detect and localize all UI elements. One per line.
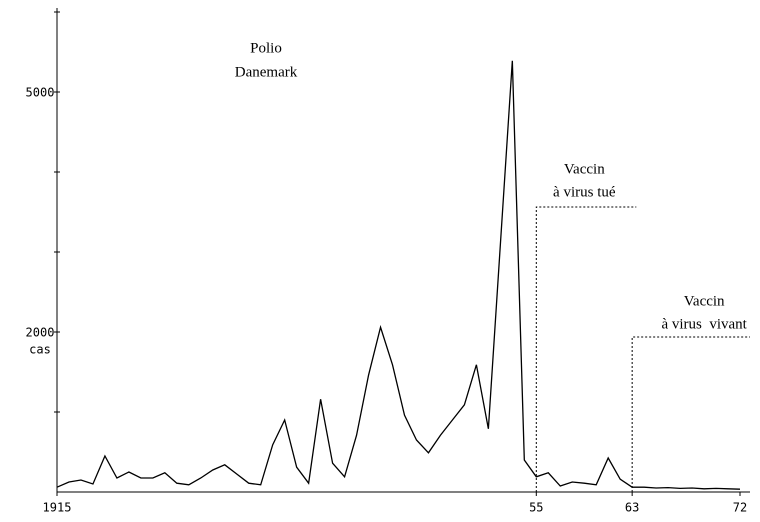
annotation: à virus vivant (661, 316, 747, 332)
data-line (56, 60, 741, 490)
chart-title: Polio (250, 40, 282, 56)
y-tick-label: 5000 (26, 86, 55, 100)
x-tick-label: 1915 (43, 501, 72, 515)
vaccine-marker (631, 336, 750, 492)
annotation: Vaccin (684, 293, 725, 309)
annotation: Vaccin (564, 161, 605, 177)
y-axis-label: cas (29, 343, 51, 357)
y-tick-label: 2000 (26, 326, 55, 340)
vaccine-marker (535, 206, 637, 492)
chart-title: Danemark (235, 64, 298, 80)
x-tick-label: 55 (529, 501, 543, 515)
annotation: à virus tué (553, 184, 616, 200)
x-tick-label: 63 (625, 501, 639, 515)
x-tick-label: 72 (733, 501, 747, 515)
